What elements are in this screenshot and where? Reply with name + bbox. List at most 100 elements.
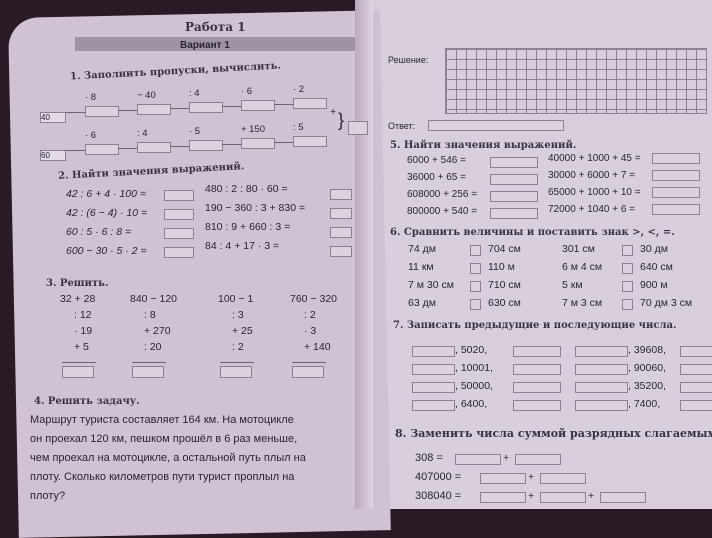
expression: 190 − 360 : 3 + 830 = [205, 202, 306, 214]
answer-label: Ответ: [388, 121, 416, 131]
sum-box[interactable] [348, 121, 368, 135]
answer-box[interactable] [652, 204, 700, 215]
answer-box[interactable] [490, 157, 538, 168]
number: 308 = [415, 452, 443, 464]
chain-line [66, 112, 85, 113]
answer-box[interactable] [164, 209, 194, 220]
result-box[interactable] [132, 366, 164, 378]
answer-box[interactable] [330, 208, 352, 219]
number: , 5020, [455, 344, 488, 356]
step-label: + 5 [74, 341, 89, 353]
answer-box[interactable] [164, 190, 194, 201]
step-label: : 20 [144, 341, 162, 353]
sign-box[interactable] [622, 263, 633, 274]
answer-box[interactable] [428, 120, 564, 131]
expression: 42 : (6 − 4) · 10 = [66, 207, 148, 219]
chain-line [66, 150, 85, 151]
answer-box[interactable] [293, 98, 327, 109]
result-box[interactable] [220, 366, 252, 378]
answer-box[interactable] [330, 189, 352, 200]
answer-box[interactable] [652, 153, 700, 164]
brace-icon: } [338, 110, 345, 130]
expression: 608000 + 256 = [407, 189, 478, 200]
addend-box[interactable] [540, 473, 586, 484]
answer-box[interactable] [330, 227, 352, 238]
previous-box[interactable] [575, 400, 628, 411]
step-label: + 140 [304, 341, 331, 353]
answer-box[interactable] [189, 140, 223, 151]
problem-text-line: плоту? [30, 490, 66, 502]
quantity: 704 см [488, 243, 521, 255]
quantity: 6 м 4 см [562, 261, 603, 273]
previous-box[interactable] [412, 364, 455, 375]
solution-grid[interactable] [445, 48, 707, 114]
number: , 50000, [455, 380, 493, 392]
plus-sign: + [330, 106, 337, 118]
answer-box[interactable] [490, 174, 538, 185]
next-box[interactable] [680, 382, 712, 393]
next-box[interactable] [513, 400, 561, 411]
previous-box[interactable] [412, 400, 455, 411]
answer-box[interactable] [164, 228, 194, 239]
task4-title: 4. Решить задачу. [34, 396, 140, 407]
next-box[interactable] [513, 382, 561, 393]
plus-sign: + [503, 452, 510, 464]
answer-box[interactable] [85, 106, 119, 117]
quantity: 7 м 30 см [408, 279, 454, 291]
operation-label: − 40 [137, 90, 156, 101]
answer-box[interactable] [137, 142, 171, 153]
chain-line [170, 108, 189, 109]
result-box[interactable] [62, 366, 94, 378]
answer-box[interactable] [490, 191, 538, 202]
previous-box[interactable] [575, 382, 628, 393]
answer-box[interactable] [490, 208, 538, 219]
sign-box[interactable] [622, 299, 633, 310]
answer-box[interactable] [330, 246, 352, 257]
addend-box[interactable] [480, 473, 526, 484]
next-box[interactable] [680, 400, 712, 411]
addend-box[interactable] [480, 492, 526, 503]
answer-box[interactable] [241, 138, 275, 149]
sign-box[interactable] [470, 299, 481, 310]
answer-box[interactable] [293, 136, 327, 147]
next-box[interactable] [513, 346, 561, 357]
step-label: 840 − 120 [130, 293, 178, 305]
addend-box[interactable] [515, 454, 561, 465]
number: , 7400, [628, 398, 661, 410]
answer-box[interactable] [652, 170, 700, 181]
quantity: 70 дм 3 см [640, 297, 693, 309]
chain-line [170, 146, 189, 147]
sign-box[interactable] [470, 263, 481, 274]
sign-box[interactable] [622, 245, 633, 256]
sign-box[interactable] [622, 281, 633, 292]
addend-box[interactable] [540, 492, 586, 503]
previous-box[interactable] [412, 346, 455, 357]
quantity: 900 м [640, 279, 668, 291]
next-box[interactable] [680, 346, 712, 357]
answer-box[interactable] [189, 102, 223, 113]
next-box[interactable] [513, 364, 561, 375]
addend-box[interactable] [455, 454, 501, 465]
previous-box[interactable] [575, 346, 628, 357]
expression: 30000 + 6000 + 7 = [548, 170, 636, 181]
task8-title: 8. Заменить числа суммой разрядных слага… [395, 427, 712, 440]
problem-text-line: плоту. Сколько километров пути турист пр… [30, 471, 295, 483]
step-label: : 12 [74, 309, 92, 321]
operation-label: · 6 [85, 130, 97, 141]
addend-box[interactable] [600, 492, 646, 503]
answer-box[interactable] [652, 187, 700, 198]
task7-title: 7. Записать предыдущие и последующие чис… [393, 320, 677, 331]
sign-box[interactable] [470, 245, 481, 256]
answer-box[interactable] [164, 247, 194, 258]
step-label: + 270 [144, 325, 171, 337]
next-box[interactable] [680, 364, 712, 375]
answer-box[interactable] [241, 100, 275, 111]
previous-box[interactable] [575, 364, 628, 375]
previous-box[interactable] [412, 382, 455, 393]
quantity: 74 дм [408, 243, 436, 255]
sign-box[interactable] [470, 281, 481, 292]
answer-box[interactable] [85, 144, 119, 155]
result-box[interactable] [292, 366, 324, 378]
answer-box[interactable] [137, 104, 171, 115]
step-label: : 3 [232, 309, 244, 321]
